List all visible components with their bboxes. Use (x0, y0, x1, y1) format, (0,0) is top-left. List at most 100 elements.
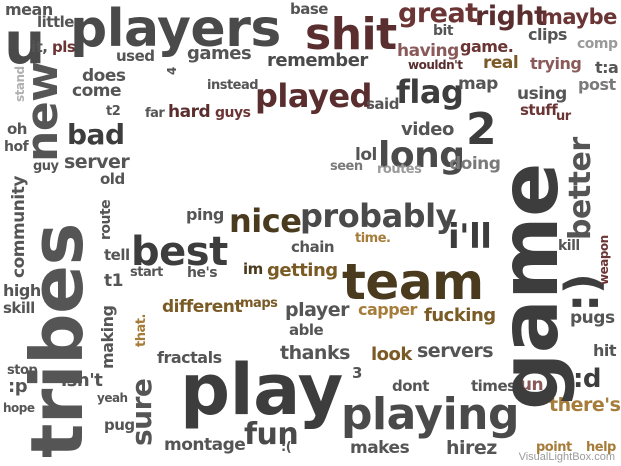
cloud-word: comp (577, 36, 618, 52)
cloud-word: hirez (446, 437, 497, 459)
cloud-word: i'll (448, 217, 492, 257)
cloud-word: long (378, 135, 465, 176)
cloud-word: instead (207, 78, 259, 93)
cloud-word: hope (3, 401, 35, 415)
cloud-word: maybe (541, 5, 617, 29)
cloud-word: players (70, 0, 281, 59)
cloud-word: team (342, 253, 484, 311)
cloud-word: remember (267, 50, 368, 71)
cloud-word: high (3, 281, 41, 300)
cloud-word: map (458, 74, 498, 94)
cloud-word: base (290, 0, 328, 18)
cloud-word: routes (377, 162, 422, 177)
cloud-word: does (82, 66, 126, 86)
cloud-word: that. (134, 314, 149, 347)
cloud-word: hit (593, 341, 617, 360)
cloud-word: hard (168, 102, 211, 122)
cloud-word: stuff (520, 101, 558, 119)
cloud-word: bit (433, 23, 454, 39)
cloud-word: doing (449, 154, 501, 174)
cloud-word: great (398, 0, 478, 29)
cloud-word: hof (4, 139, 29, 155)
cloud-word: said (366, 95, 399, 113)
cloud-word: trying (530, 54, 582, 73)
cloud-word: new (17, 61, 68, 162)
cloud-word: makes (350, 438, 410, 458)
cloud-word: 3 (352, 364, 362, 382)
cloud-word: real (483, 53, 519, 73)
cloud-word: best (131, 229, 228, 275)
cloud-word: thanks (280, 342, 350, 364)
cloud-word: ur (556, 109, 571, 124)
watermark: VisualLightBox.com (518, 451, 615, 463)
cloud-word: having (397, 41, 459, 61)
cloud-word: im (243, 260, 263, 278)
cloud-word: server (64, 151, 130, 173)
cloud-word: yeah (97, 391, 128, 405)
cloud-word: community (9, 176, 29, 278)
cloud-word: it, (31, 38, 48, 56)
cloud-word: t:a (595, 58, 619, 77)
cloud-word: servers (417, 340, 494, 362)
cloud-word: played (255, 77, 372, 115)
cloud-word: tribes (15, 223, 99, 458)
cloud-word: :( (281, 440, 292, 455)
cloud-word: pug (104, 416, 135, 434)
cloud-word: used (116, 47, 155, 65)
cloud-word: little (37, 13, 74, 31)
cloud-word: stand (13, 66, 27, 102)
cloud-word: 4 (165, 67, 179, 75)
cloud-word: sure (125, 378, 158, 446)
cloud-word: games (187, 43, 252, 64)
cloud-word: player (285, 299, 350, 321)
cloud-word: mean (5, 0, 53, 19)
cloud-word: bad (67, 118, 125, 151)
cloud-word: pls (52, 38, 76, 56)
cloud-word: help (586, 440, 616, 455)
cloud-word: times (471, 377, 516, 395)
cloud-word: wouldn't (408, 58, 463, 72)
cloud-word: old (100, 170, 125, 188)
cloud-word: using (517, 84, 567, 104)
cloud-word: start (130, 265, 163, 280)
cloud-word: different (162, 297, 242, 317)
cloud-word: oh (7, 120, 27, 138)
cloud-word: post (578, 75, 616, 94)
cloud-word: :d (573, 364, 602, 394)
cloud-word: dont (392, 377, 429, 395)
cloud-word: better (563, 137, 598, 240)
cloud-word: :p (8, 376, 28, 397)
cloud-word: video (401, 119, 454, 140)
cloud-word: t2 (106, 104, 121, 119)
cloud-word: tell (104, 246, 130, 264)
cloud-word: able (289, 321, 324, 339)
cloud-word: u (4, 9, 45, 77)
cloud-word: lol (355, 145, 377, 165)
cloud-word: there's (549, 394, 621, 416)
cloud-word: kill (558, 238, 580, 254)
cloud-word: probably (300, 197, 456, 235)
cloud-word: ping (186, 205, 224, 224)
cloud-word: play (180, 349, 343, 431)
cloud-word: look (371, 344, 412, 365)
cloud-word: right (475, 1, 547, 32)
cloud-word: run (512, 375, 544, 395)
cloud-word: 2 (466, 104, 497, 155)
cloud-word: far (145, 106, 165, 121)
cloud-word: point (536, 440, 572, 455)
cloud-word: clips (528, 25, 567, 44)
cloud-word: isn't (61, 370, 103, 391)
cloud-word: fucking (424, 305, 496, 326)
cloud-word: montage (164, 435, 246, 455)
cloud-word: he's (187, 265, 218, 281)
cloud-word: come (72, 81, 122, 101)
cloud-word: game. (460, 37, 514, 56)
cloud-word: chain (291, 238, 335, 256)
cloud-word: flag (396, 73, 464, 111)
cloud-word: shit (305, 9, 397, 60)
cloud-word: weapon (597, 235, 611, 285)
cloud-word: guys (215, 105, 251, 121)
cloud-word: playing (341, 389, 520, 440)
cloud-word: pugs (570, 308, 615, 328)
